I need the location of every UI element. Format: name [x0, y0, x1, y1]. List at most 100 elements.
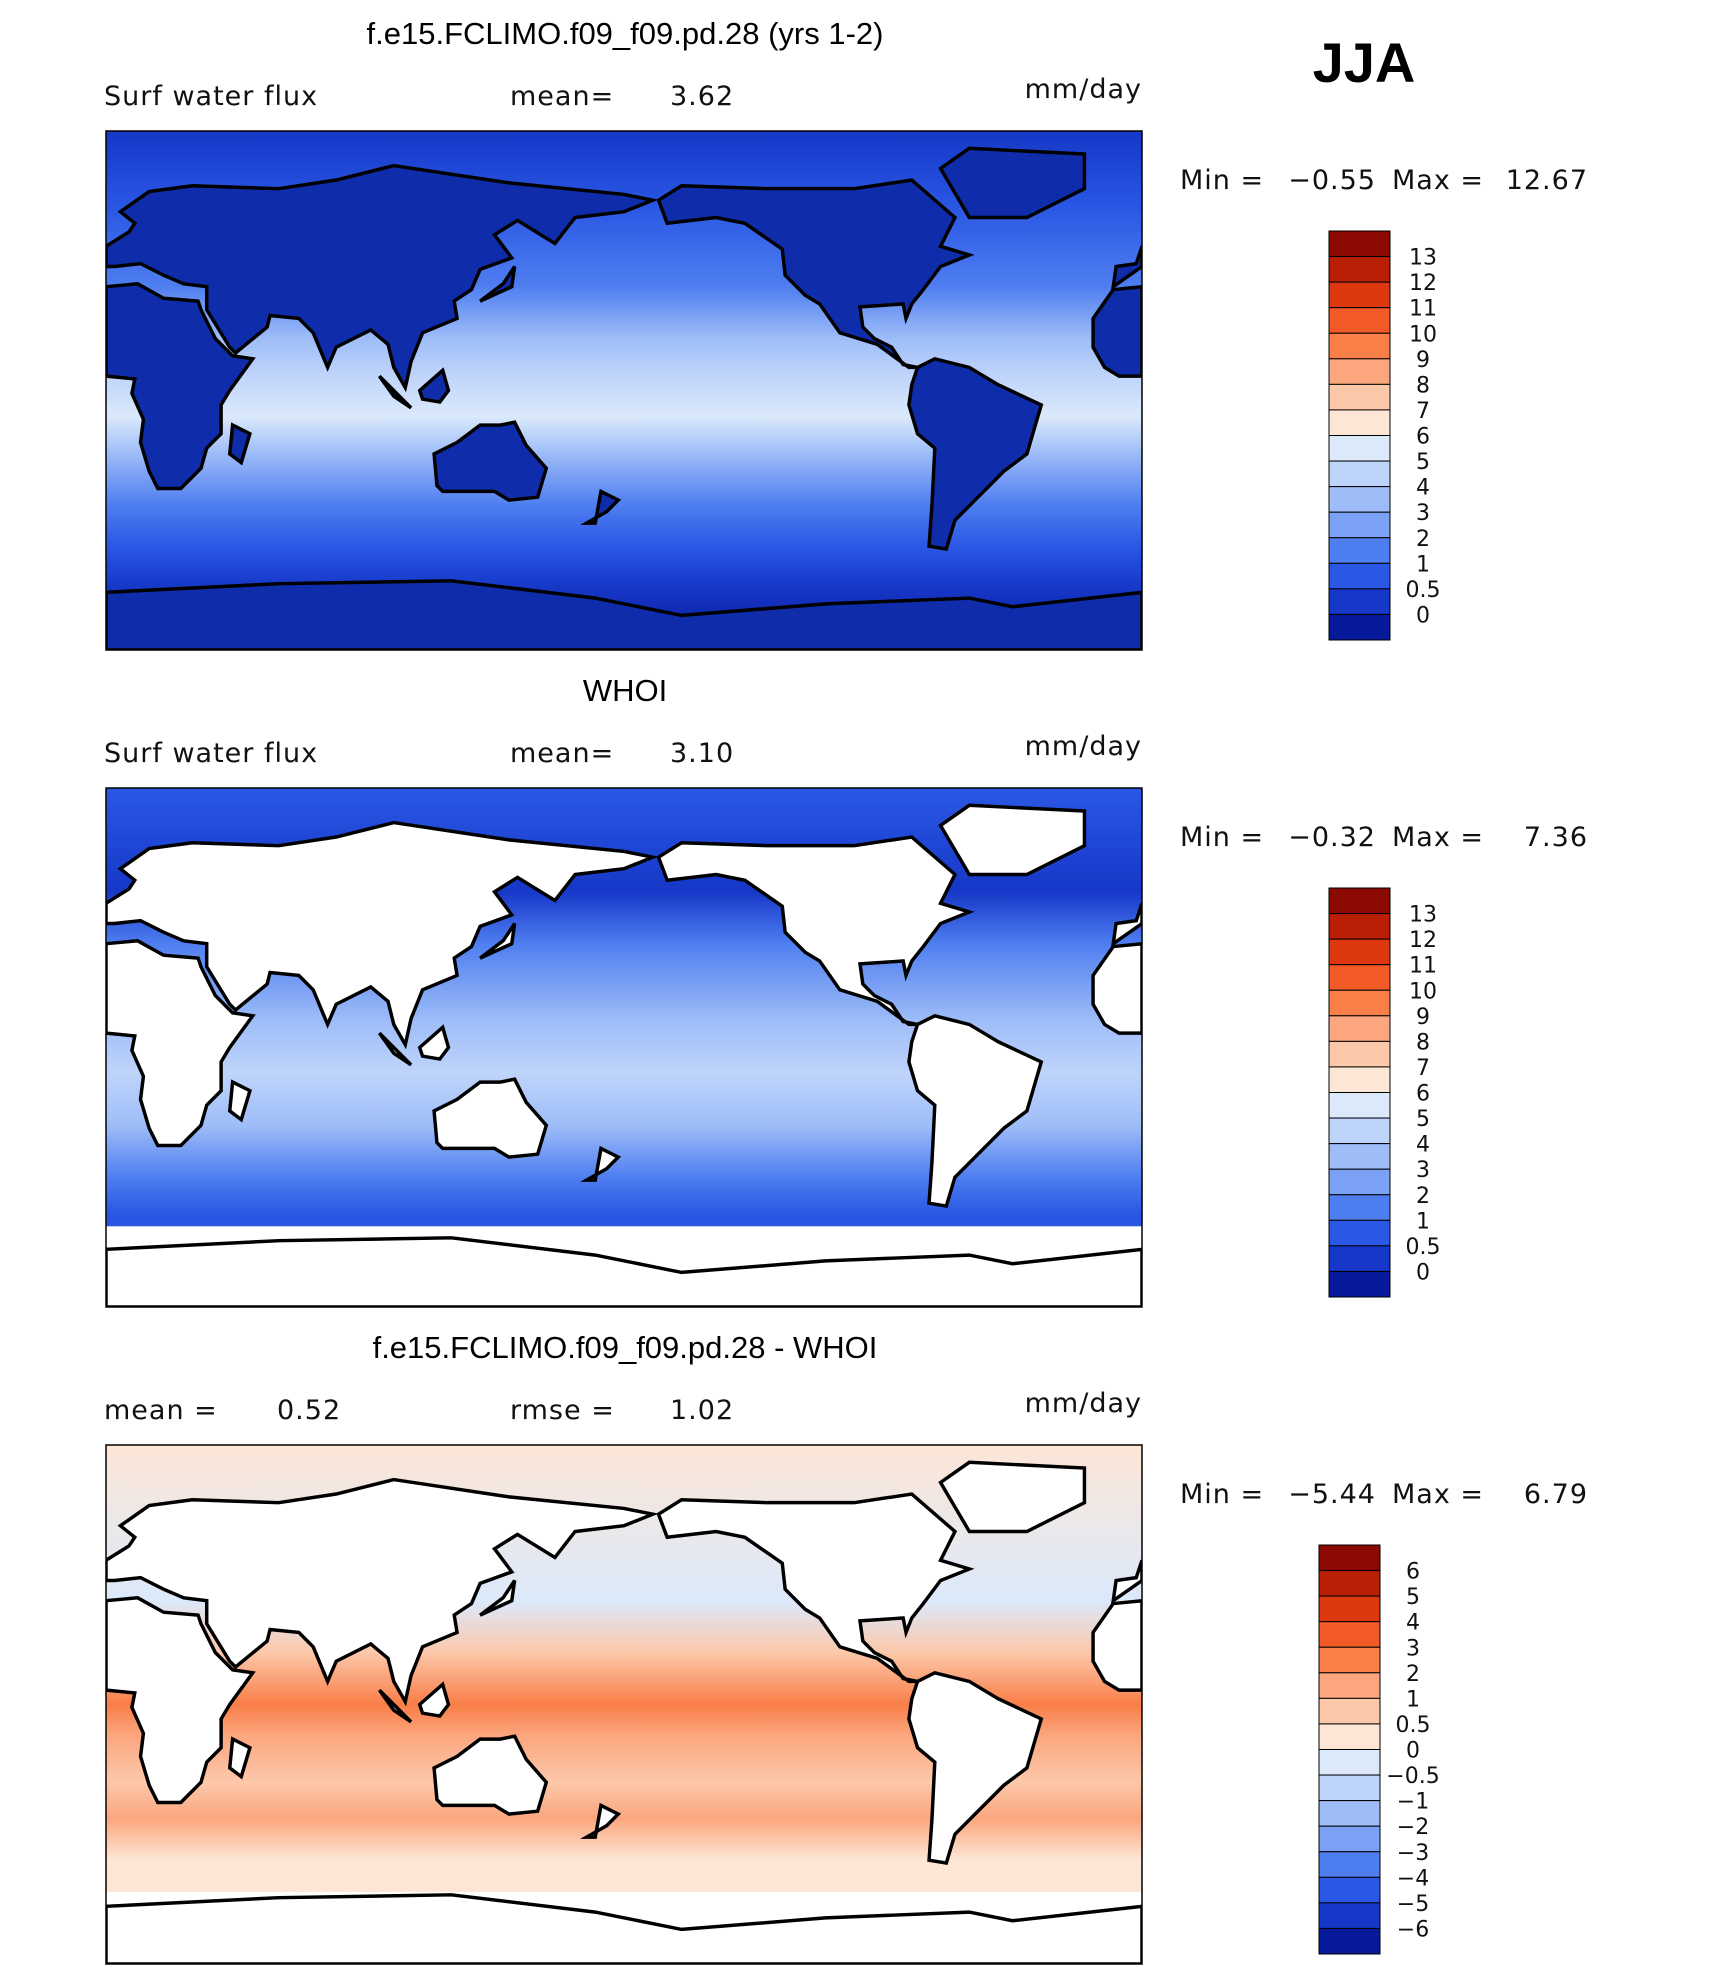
colorbar-box [1328, 1092, 1391, 1119]
colorbar-label: 10 [1409, 979, 1437, 1004]
units-label: mm/day [1025, 731, 1142, 762]
colorbar-label: −2 [1397, 1815, 1429, 1840]
panel-title: WHOI [583, 673, 667, 708]
stat-label: mean= [510, 738, 614, 769]
units-label: mm/day [1025, 1388, 1142, 1419]
colorbar-box [1328, 383, 1391, 411]
colorbar-label: 1 [1406, 1687, 1420, 1712]
colorbar-label: −3 [1397, 1841, 1429, 1866]
stat-value: 3.62 [670, 81, 734, 112]
max-value: 12.67 [1506, 165, 1588, 196]
colorbar-box [1328, 281, 1391, 309]
colorbar-box [1318, 1927, 1381, 1955]
colorbar-label: 5 [1406, 1585, 1420, 1610]
colorbar-box [1328, 1040, 1391, 1068]
colorbar-box [1318, 1723, 1381, 1750]
colorbar-box [1328, 1168, 1391, 1196]
colorbar-label: 9 [1416, 348, 1430, 373]
colorbar-label: −1 [1397, 1790, 1429, 1815]
colorbar-label: 3 [1416, 1158, 1430, 1183]
colorbar-box [1318, 1621, 1381, 1648]
colorbar-box [1328, 486, 1391, 513]
colorbar-box [1328, 613, 1391, 641]
colorbar-box [1328, 1270, 1391, 1298]
colorbar-label: 6 [1416, 1082, 1430, 1107]
colorbar-box [1318, 1851, 1381, 1878]
map-frame [105, 1444, 1143, 1965]
colorbar-label: 2 [1406, 1662, 1420, 1687]
units-label: mm/day [1025, 74, 1142, 105]
colorbar-label: 12 [1409, 271, 1437, 296]
panel-title: f.e15.FCLIMO.f09_f09.pd.28 (yrs 1-2) [367, 16, 884, 51]
max-label: Max = [1392, 1479, 1484, 1510]
colorbar-label: 0.5 [1396, 1713, 1431, 1738]
map [106, 1445, 1142, 1964]
stat-label: rmse = [510, 1395, 615, 1426]
left-label: mean = [104, 1395, 218, 1426]
colorbar-label: 10 [1409, 322, 1437, 347]
max-label: Max = [1392, 822, 1484, 853]
colorbar-box [1328, 1194, 1391, 1221]
colorbar-box [1318, 1672, 1381, 1699]
colorbar-box [1318, 1697, 1381, 1725]
colorbar-label: 13 [1409, 903, 1437, 928]
colorbar-label: 3 [1406, 1636, 1420, 1661]
colorbar-box [1318, 1800, 1381, 1827]
colorbar-label: 9 [1416, 1005, 1430, 1030]
colorbar-label: 2 [1416, 1184, 1430, 1209]
colorbar-box [1328, 460, 1391, 488]
colorbar-label: 1 [1416, 1209, 1430, 1234]
min-label: Min = [1180, 822, 1264, 853]
colorbar-box [1318, 1570, 1381, 1597]
max-value: 6.79 [1524, 1479, 1588, 1510]
colorbar-box [1318, 1749, 1381, 1776]
colorbar-label: −6 [1397, 1917, 1429, 1942]
colorbar-box [1328, 562, 1391, 590]
colorbar-label: 8 [1416, 1030, 1430, 1055]
colorbar-box [1318, 1825, 1381, 1853]
panel-title: f.e15.FCLIMO.f09_f09.pd.28 - WHOI [373, 1330, 878, 1365]
colorbar-label: 7 [1416, 399, 1430, 424]
colorbar-label: 0 [1406, 1739, 1420, 1764]
colorbar-box [1328, 1015, 1391, 1042]
colorbar-label: 12 [1409, 928, 1437, 953]
colorbar-box [1318, 1544, 1381, 1572]
map-frame [105, 787, 1143, 1308]
map [106, 788, 1142, 1307]
stat-label: mean= [510, 81, 614, 112]
map-frame [105, 130, 1143, 651]
colorbar-box [1328, 511, 1391, 539]
colorbar-box [1328, 307, 1391, 334]
colorbar-box [1328, 964, 1391, 991]
season-label: JJA [1313, 31, 1416, 94]
stat-value: 3.10 [670, 738, 734, 769]
colorbar-box [1328, 537, 1391, 564]
colorbar-box [1328, 1066, 1391, 1093]
min-value: −0.55 [1288, 165, 1376, 196]
min-label: Min = [1180, 165, 1264, 196]
max-label: Max = [1392, 165, 1484, 196]
min-value: −0.32 [1288, 822, 1376, 853]
colorbar-label: −5 [1397, 1892, 1429, 1917]
colorbar-box [1318, 1774, 1381, 1802]
max-value: 7.36 [1524, 822, 1588, 853]
colorbar-label: 5 [1416, 1107, 1430, 1132]
colorbar-box [1328, 435, 1391, 462]
colorbar-label: 13 [1409, 246, 1437, 271]
colorbar-label: 11 [1409, 954, 1437, 979]
colorbar-box [1318, 1902, 1381, 1929]
colorbar-box [1328, 887, 1391, 915]
colorbar-label: 8 [1416, 373, 1430, 398]
min-label: Min = [1180, 1479, 1264, 1510]
colorbar-label: 7 [1416, 1056, 1430, 1081]
colorbar-label: 4 [1406, 1611, 1420, 1636]
left-label: Surf water flux [104, 738, 318, 769]
colorbar-label: 2 [1416, 527, 1430, 552]
colorbar-label: 0 [1416, 603, 1430, 628]
colorbar-label: 1 [1416, 552, 1430, 577]
colorbar-label: −4 [1397, 1866, 1429, 1891]
colorbar-box [1328, 1245, 1391, 1272]
colorbar-label: 6 [1416, 425, 1430, 450]
colorbar-box [1328, 913, 1391, 940]
